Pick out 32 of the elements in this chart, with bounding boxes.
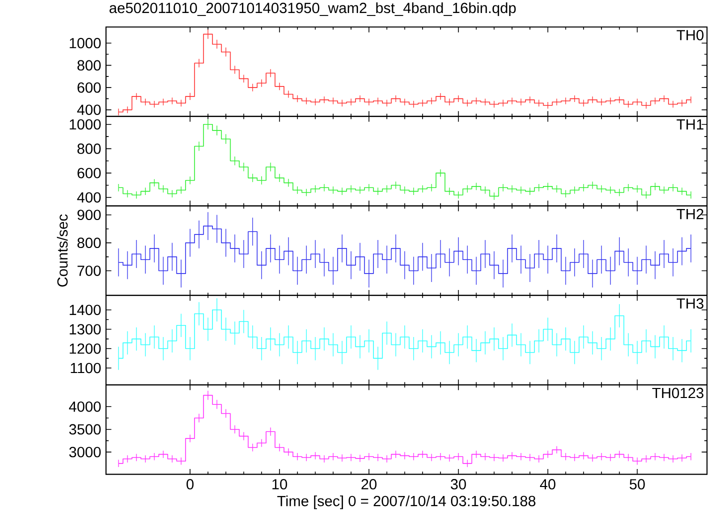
annotation: TH0123	[652, 388, 704, 398]
y-tick-label: 800	[77, 60, 101, 71]
y-tick-label: 600	[78, 82, 101, 93]
y-tick-label: 1100	[70, 362, 101, 374]
y-axis-title: Counts/sec	[56, 214, 68, 287]
x-tick-label: 30	[450, 479, 466, 490]
annotation: TH3	[676, 298, 704, 309]
y-tick-label: 800	[77, 144, 101, 154]
x-tick-label: 40	[540, 479, 556, 490]
annotation: TH2	[676, 208, 704, 220]
y-tick-label: 400	[77, 192, 101, 203]
annotation: TH0	[676, 30, 704, 40]
annotation: TH1	[676, 119, 704, 130]
x-tick-label: 0	[186, 479, 194, 490]
y-tick-label: 400	[77, 104, 101, 115]
y-tick-label: 3000	[69, 446, 101, 458]
y-tick-label: 1300	[70, 324, 101, 334]
x-tick-label: 20	[362, 479, 377, 490]
y-tick-label: 900	[78, 210, 101, 220]
y-tick-label: 1000	[70, 38, 101, 48]
y-tick-label: 1400	[70, 304, 101, 316]
y-tick-label: 600	[78, 168, 101, 178]
x-tick-label: 10	[272, 479, 288, 490]
y-tick-label: 4000	[69, 401, 101, 412]
x-axis-title: Time [sec] 0 = 2007/10/14 03:19:50.188	[277, 495, 536, 510]
y-tick-label: 800	[77, 238, 101, 248]
y-tick-label: 1000	[70, 119, 101, 130]
chart-title: ae502011010_20071014031950_wam2_bst_4band_16bin.qdp	[110, 2, 516, 16]
y-tick-label: 1200	[70, 343, 101, 354]
y-tick-label: 3500	[69, 424, 101, 435]
y-tick-label: 700	[78, 266, 101, 276]
x-tick-label: 50	[630, 479, 645, 490]
